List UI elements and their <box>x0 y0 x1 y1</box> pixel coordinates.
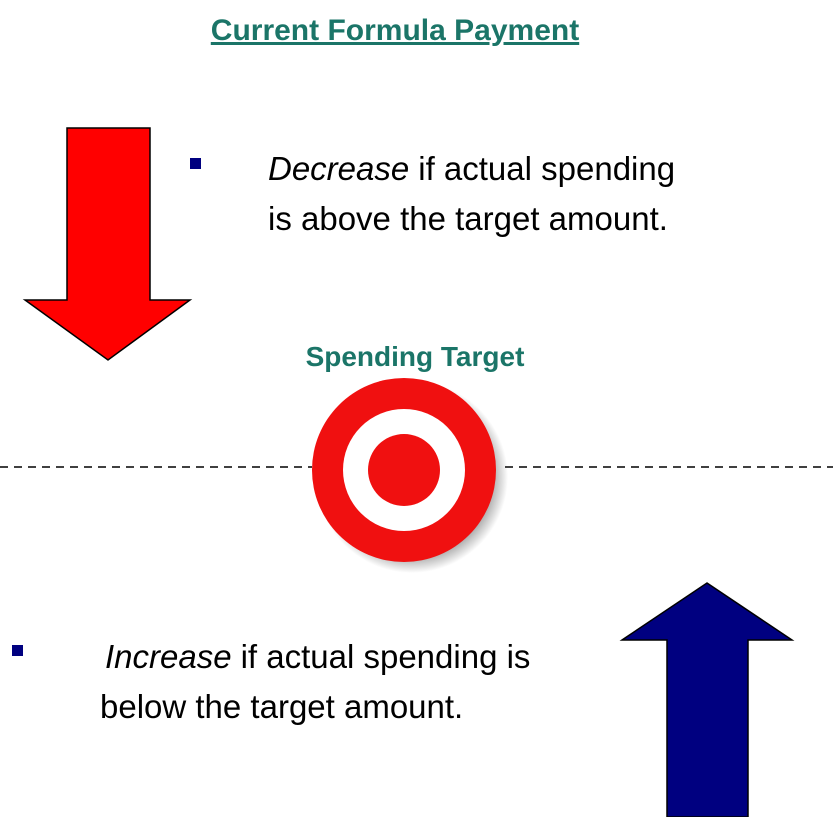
down-arrow <box>22 127 193 361</box>
target-label: Spending Target <box>306 341 525 372</box>
bullet-marker <box>190 158 201 169</box>
bullet-text: Increase if actual spending is <box>105 638 530 675</box>
bullet-text: Decrease if actual spending <box>268 150 675 187</box>
emphasis: Increase <box>105 638 232 675</box>
emphasis: Decrease <box>268 150 409 187</box>
bullet-text: is above the target amount. <box>268 200 668 237</box>
up-arrow <box>619 582 795 817</box>
text: if actual spending <box>418 150 675 187</box>
text: if actual spending is <box>241 638 531 675</box>
target-center <box>368 434 440 506</box>
bullet-marker <box>12 645 23 656</box>
bullet-text: below the target amount. <box>100 688 463 725</box>
title: Current Formula Payment <box>211 14 579 47</box>
